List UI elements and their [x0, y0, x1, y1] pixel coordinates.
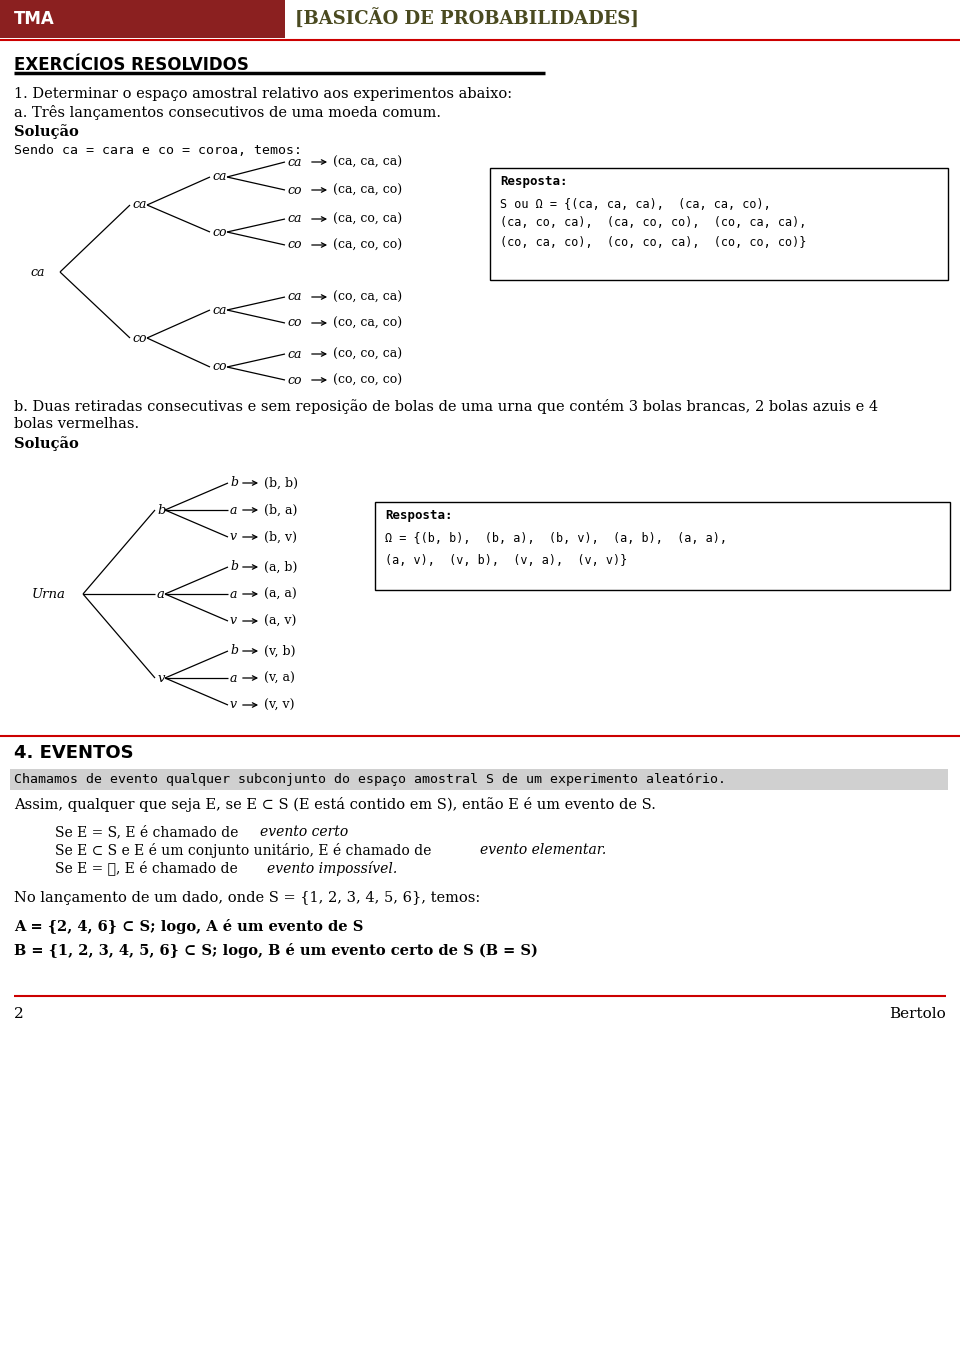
- Text: Sendo ca = cara e co = coroa, temos:: Sendo ca = cara e co = coroa, temos:: [14, 144, 302, 156]
- Text: co: co: [212, 360, 227, 374]
- Text: a: a: [230, 588, 237, 601]
- Text: a: a: [157, 588, 165, 601]
- Text: (ca, ca, ca): (ca, ca, ca): [333, 155, 402, 169]
- Text: (b, a): (b, a): [264, 503, 298, 517]
- Text: EXERCÍCIOS RESOLVIDOS: EXERCÍCIOS RESOLVIDOS: [14, 56, 249, 73]
- Text: A = {2, 4, 6} ⊂ S; logo, A é um evento de S: A = {2, 4, 6} ⊂ S; logo, A é um evento d…: [14, 918, 364, 933]
- Text: ca: ca: [30, 265, 44, 279]
- Text: a: a: [230, 672, 237, 684]
- Text: bolas vermelhas.: bolas vermelhas.: [14, 418, 139, 431]
- Text: co: co: [287, 238, 301, 252]
- Text: evento impossível.: evento impossível.: [267, 861, 397, 876]
- Text: (a, v),  (v, b),  (v, a),  (v, v)}: (a, v), (v, b), (v, a), (v, v)}: [385, 554, 627, 567]
- Text: No lançamento de um dado, onde S = {1, 2, 3, 4, 5, 6}, temos:: No lançamento de um dado, onde S = {1, 2…: [14, 891, 480, 904]
- Text: Assim, qualquer que seja E, se E ⊂ S (E está contido em S), então E é um evento : Assim, qualquer que seja E, se E ⊂ S (E …: [14, 797, 656, 812]
- Text: (v, b): (v, b): [264, 645, 296, 657]
- Text: (ca, ca, co): (ca, ca, co): [333, 184, 402, 196]
- Text: (co, ca, co): (co, ca, co): [333, 317, 402, 329]
- Text: 4. EVENTOS: 4. EVENTOS: [14, 744, 133, 762]
- Text: co: co: [287, 317, 301, 329]
- Text: S ou Ω = {(ca, ca, ca),  (ca, ca, co),: S ou Ω = {(ca, ca, ca), (ca, ca, co),: [500, 197, 771, 211]
- Text: b: b: [230, 560, 238, 574]
- Text: Se E = S, E é chamado de: Se E = S, E é chamado de: [55, 826, 243, 839]
- Text: ca: ca: [212, 303, 227, 317]
- Text: a. Três lançamentos consecutivos de uma moeda comum.: a. Três lançamentos consecutivos de uma …: [14, 106, 441, 121]
- Text: (v, a): (v, a): [264, 672, 295, 684]
- Text: (ca, co, ca): (ca, co, ca): [333, 212, 402, 226]
- Text: ca: ca: [287, 348, 301, 360]
- Text: (ca, co, ca),  (ca, co, co),  (co, ca, ca),: (ca, co, ca), (ca, co, co), (co, ca, ca)…: [500, 216, 806, 230]
- Text: Urna: Urna: [32, 588, 66, 601]
- Bar: [375, 502, 950, 590]
- Text: v: v: [230, 615, 237, 627]
- Text: (b, v): (b, v): [264, 530, 297, 544]
- Text: (v, v): (v, v): [264, 699, 295, 711]
- Text: Ω = {(b, b),  (b, a),  (b, v),  (a, b),  (a, a),: Ω = {(b, b), (b, a), (b, v), (a, b), (a,…: [385, 532, 727, 544]
- Text: v: v: [157, 672, 164, 684]
- Text: b: b: [157, 503, 165, 517]
- Text: (a, b): (a, b): [264, 560, 298, 574]
- Text: co: co: [132, 332, 147, 344]
- Text: Bertolo: Bertolo: [889, 1006, 946, 1021]
- Text: Chamamos de evento qualquer subconjunto do espaço amostral S de um experimento a: Chamamos de evento qualquer subconjunto …: [14, 772, 726, 786]
- Text: Resposta:: Resposta:: [500, 175, 567, 189]
- Text: co: co: [287, 374, 301, 386]
- Text: (co, co, ca): (co, co, ca): [333, 348, 402, 360]
- Text: 2: 2: [14, 1006, 24, 1021]
- Text: ca: ca: [212, 170, 227, 184]
- Bar: [0, 0, 285, 38]
- Text: TMA: TMA: [14, 10, 55, 29]
- Text: Resposta:: Resposta:: [385, 510, 452, 522]
- Text: a: a: [230, 503, 237, 517]
- Text: ca: ca: [132, 199, 147, 212]
- Text: v: v: [230, 530, 237, 544]
- Text: 1. Determinar o espaço amostral relativo aos experimentos abaixo:: 1. Determinar o espaço amostral relativo…: [14, 87, 512, 101]
- Text: ca: ca: [287, 155, 301, 169]
- Text: co: co: [287, 184, 301, 196]
- Text: ca: ca: [287, 291, 301, 303]
- Text: (ca, co, co): (ca, co, co): [333, 238, 402, 252]
- Text: evento certo: evento certo: [260, 826, 348, 839]
- Text: Se E ⊂ S e E é um conjunto unitário, E é chamado de: Se E ⊂ S e E é um conjunto unitário, E é…: [55, 842, 436, 858]
- Text: (b, b): (b, b): [264, 476, 298, 490]
- Text: Solução: Solução: [14, 437, 79, 452]
- Text: (co, co, co): (co, co, co): [333, 374, 402, 386]
- Text: Se E = ∅, E é chamado de: Se E = ∅, E é chamado de: [55, 861, 242, 876]
- Text: Solução: Solução: [14, 125, 79, 140]
- Text: evento elementar.: evento elementar.: [480, 843, 607, 857]
- Text: B = {1, 2, 3, 4, 5, 6} ⊂ S; logo, B é um evento certo de S (B = S): B = {1, 2, 3, 4, 5, 6} ⊂ S; logo, B é um…: [14, 944, 538, 959]
- Text: b: b: [230, 645, 238, 657]
- Text: [BASICÃO DE PROBABILIDADES]: [BASICÃO DE PROBABILIDADES]: [295, 10, 638, 29]
- Text: b. Duas retiradas consecutivas e sem reposição de bolas de uma urna que contém 3: b. Duas retiradas consecutivas e sem rep…: [14, 398, 878, 413]
- Text: (a, v): (a, v): [264, 615, 297, 627]
- Bar: [10, 768, 948, 790]
- Text: (co, ca, co),  (co, co, ca),  (co, co, co)}: (co, ca, co), (co, co, ca), (co, co, co)…: [500, 235, 806, 249]
- Text: (a, a): (a, a): [264, 588, 297, 601]
- Text: b: b: [230, 476, 238, 490]
- Text: co: co: [212, 226, 227, 238]
- Bar: [490, 169, 948, 280]
- Text: (co, ca, ca): (co, ca, ca): [333, 291, 402, 303]
- Text: ca: ca: [287, 212, 301, 226]
- Text: v: v: [230, 699, 237, 711]
